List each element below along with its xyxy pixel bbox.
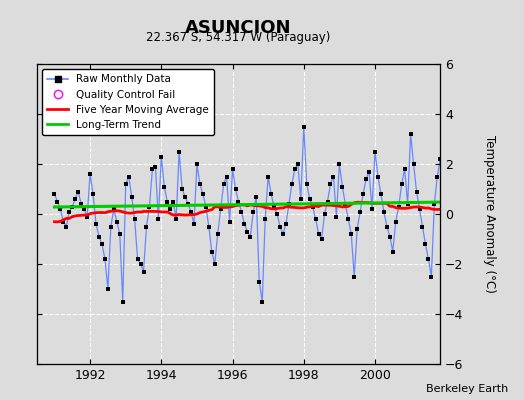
Text: Berkeley Earth: Berkeley Earth <box>426 384 508 394</box>
Legend: Raw Monthly Data, Quality Control Fail, Five Year Moving Average, Long-Term Tren: Raw Monthly Data, Quality Control Fail, … <box>42 69 214 135</box>
Title: ASUNCION: ASUNCION <box>185 20 292 38</box>
Text: 22.367 S, 54.317 W (Paraguay): 22.367 S, 54.317 W (Paraguay) <box>146 32 331 44</box>
Y-axis label: Temperature Anomaly (°C): Temperature Anomaly (°C) <box>483 135 496 293</box>
